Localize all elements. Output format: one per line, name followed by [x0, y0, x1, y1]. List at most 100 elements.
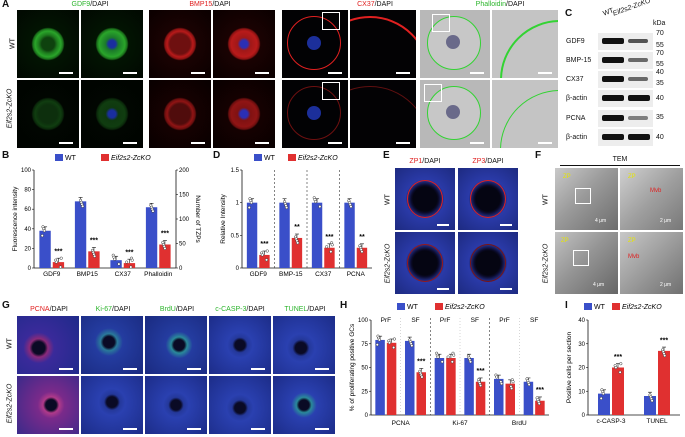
blot-band: [628, 58, 648, 62]
bar: [52, 262, 65, 268]
panel-a-row-ko: Eif2s2-ZcKO: [6, 88, 14, 129]
data-point: [59, 256, 63, 260]
y-tick-label: 25: [361, 389, 368, 395]
data-point: [601, 392, 605, 396]
y2-tick-label: 0: [179, 266, 183, 272]
micro-phalloidin-wt: [420, 10, 490, 78]
data-point: [247, 206, 251, 210]
data-point: [58, 265, 63, 269]
micro-bmp15-ko: [149, 80, 211, 148]
sub-label: SF: [471, 317, 479, 324]
panel-a-title-bmp15: BMP15/DAPI: [189, 1, 231, 8]
legend-label: WT: [407, 304, 419, 311]
micro-tem-ko: ZP 4 μm: [555, 232, 618, 294]
x-tick-label: GDF9: [43, 271, 61, 278]
micro-zp3-wt: [458, 168, 518, 230]
panel-a-title-cx37: CX37/DAPI: [357, 1, 393, 8]
group-label: PCNA: [392, 420, 411, 427]
blot-marker: 35: [656, 114, 664, 121]
blot-row-label: PCNA: [566, 115, 586, 122]
y-tick-label: 60: [24, 207, 31, 213]
blot-strip-bmp15: [598, 52, 653, 69]
micro-g-pcna-wt: [17, 316, 79, 374]
significance-mark: ***: [54, 248, 62, 255]
bar: [464, 358, 474, 415]
blot-band: [602, 76, 624, 82]
y-tick-label: 0.5: [231, 233, 240, 239]
significance-mark: ***: [536, 387, 544, 394]
panel-g-row-wt: WT: [6, 338, 14, 349]
legend-label: Eif2s2-ZcKO: [111, 155, 151, 162]
micro-tem-zoom-wt: ZP Mvb 2 μm: [620, 168, 683, 230]
significance-mark: ***: [125, 249, 133, 256]
legend-label: WT: [594, 304, 606, 311]
y-tick-label: 0: [582, 413, 586, 419]
x-tick-label: Phalloidin: [144, 271, 173, 278]
panel-e-row-wt: WT: [384, 194, 392, 205]
tem-label: ZP: [563, 174, 571, 180]
bar: [246, 202, 258, 268]
blot-band: [628, 134, 650, 140]
significance-mark: ***: [417, 359, 425, 366]
blot-marker: 55: [656, 61, 664, 68]
panel-g-title-ccasp3: c-CASP-3/DAPI: [215, 306, 265, 313]
micro-cx37-zoom-ko: [350, 80, 416, 148]
data-point: [113, 257, 117, 261]
legend-label: Eif2s2-ZcKO: [622, 304, 662, 311]
data-point: [151, 209, 155, 213]
sub-label: PrF: [381, 317, 392, 324]
micro-cx37-ko: [282, 80, 348, 148]
bar: [475, 381, 486, 415]
x-tick-label: CX37: [115, 271, 132, 278]
significance-mark: **: [294, 224, 300, 231]
significance-mark: ***: [614, 354, 622, 361]
y-axis-label: Fluorescence intensity: [12, 186, 19, 251]
data-point: [614, 365, 618, 370]
significance-mark: ***: [660, 337, 668, 344]
blot-row-label: GDF9: [566, 38, 585, 45]
data-point: [54, 260, 58, 264]
micro-g-tunel-wt: [273, 316, 335, 374]
significance-mark: ***: [90, 238, 98, 245]
data-point: [325, 245, 329, 249]
legend-swatch: [55, 154, 63, 161]
micro-tem-wt: ZP 4 μm: [555, 168, 618, 230]
panel-a-letter: A: [2, 0, 10, 10]
micro-tem-zoom-ko: ZP Mvb 2 μm: [620, 232, 683, 294]
bar: [375, 339, 385, 415]
bar: [324, 247, 335, 268]
micro-g-ccasp3-ko: [209, 376, 271, 434]
data-point: [117, 262, 121, 266]
legend-label: WT: [65, 155, 77, 162]
chart-b: 0 20 40 60 80 100 Fluorescence intensity 0 50 100…: [12, 154, 201, 278]
micro-gdf9-dapi-wt: [81, 10, 143, 78]
blot-strip-actin-2: [598, 129, 653, 146]
y-tick-label: 1: [236, 201, 240, 207]
data-point: [450, 360, 454, 364]
significance-mark: ***: [260, 241, 268, 248]
data-point: [285, 206, 289, 210]
y2-tick-label: 150: [179, 193, 190, 199]
data-point: [511, 380, 515, 384]
y-tick-label: 40: [578, 318, 585, 324]
data-point: [650, 399, 654, 403]
bar: [612, 367, 624, 415]
blot-strip-gdf9: [598, 33, 653, 50]
legend-swatch: [101, 154, 109, 161]
micro-gdf9-dapi-ko: [81, 80, 143, 148]
micro-phalloidin-zoom-ko: [492, 80, 558, 148]
panel-a-row-wt: WT: [9, 38, 17, 49]
bar: [88, 251, 100, 268]
x-tick-label: CX37: [315, 271, 332, 278]
y2-tick-label: 200: [179, 168, 190, 174]
blot-band: [628, 116, 648, 120]
data-point: [296, 241, 300, 245]
data-point: [129, 265, 133, 269]
panel-f-letter: F: [535, 150, 542, 161]
bar: [523, 381, 534, 415]
data-point: [318, 205, 322, 209]
legend-label: WT: [264, 155, 276, 162]
chart-h: 0 25 50 75 100% of proliferating positive GC…: [349, 303, 549, 427]
panel-e-title-zp1: ZP1/DAPI: [409, 158, 441, 165]
data-point: [452, 353, 456, 357]
